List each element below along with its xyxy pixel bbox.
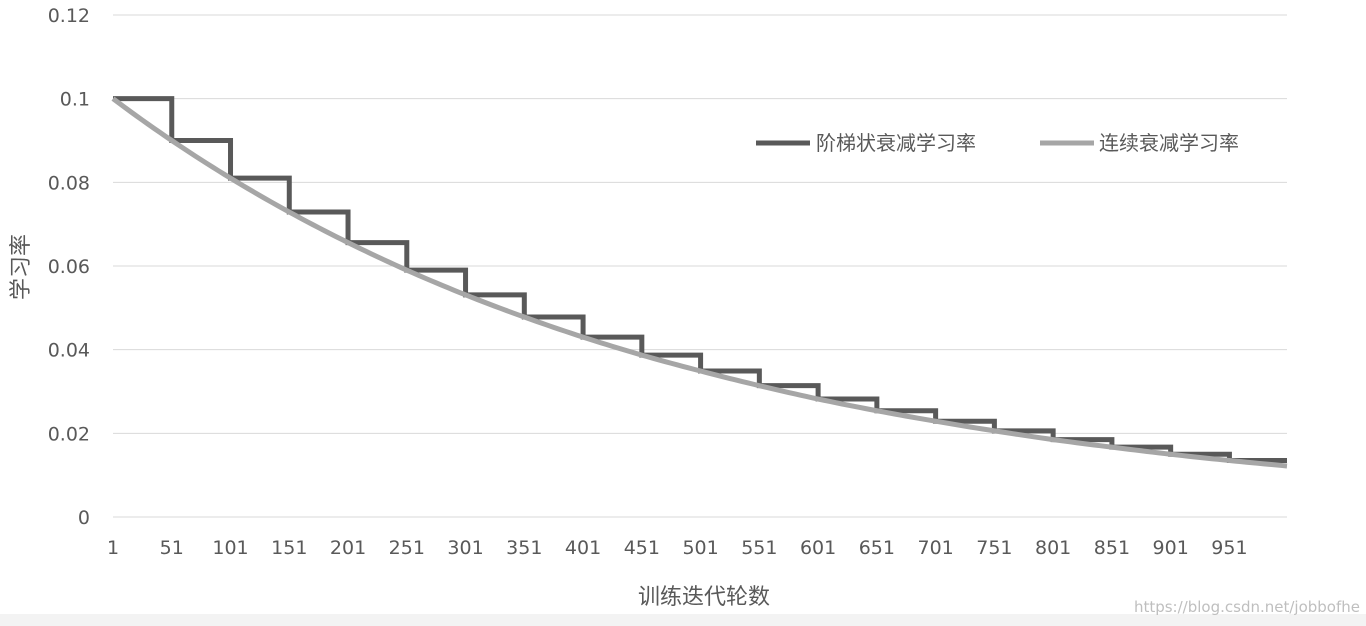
y-axis-title: 学习率: [9, 234, 34, 300]
footer-bar: [0, 614, 1366, 626]
y-tick-label: 0.1: [60, 89, 90, 111]
x-tick-label: 401: [565, 537, 601, 559]
x-tick-label: 301: [447, 537, 483, 559]
y-axis-ticks: 0 0.02 0.04 0.06 0.08 0.1 0.12: [48, 5, 90, 529]
x-tick-label: 501: [682, 537, 718, 559]
legend-label-smooth: 连续衰减学习率: [1099, 131, 1239, 155]
y-tick-label: 0: [78, 507, 90, 529]
x-tick-label: 801: [1035, 537, 1071, 559]
series-line-smooth: [111, 96, 1288, 469]
y-tick-label: 0.12: [48, 5, 90, 27]
x-axis-ticks: 1 51 101 151 201 251 301 351 401 451 501 551 601 651 7…: [107, 537, 1248, 559]
x-tick-label: 351: [506, 537, 542, 559]
x-tick-label: 651: [859, 537, 895, 559]
x-axis-title: 训练迭代轮数: [638, 585, 770, 610]
x-tick-label: 451: [624, 537, 660, 559]
legend: 阶梯状衰减学习率 连续衰减学习率: [756, 131, 1239, 155]
x-tick-label: 901: [1153, 537, 1189, 559]
x-tick-label: 951: [1211, 537, 1247, 559]
x-tick-label: 151: [271, 537, 307, 559]
x-tick-label: 701: [917, 537, 953, 559]
x-tick-label: 101: [212, 537, 248, 559]
x-tick-label: 601: [800, 537, 836, 559]
y-tick-label: 0.06: [48, 256, 90, 278]
x-tick-label: 201: [330, 537, 366, 559]
x-tick-label: 751: [976, 537, 1012, 559]
x-tick-label: 1: [107, 537, 119, 559]
series-lines: [111, 96, 1288, 469]
y-tick-label: 0.08: [48, 172, 90, 194]
x-tick-label: 251: [389, 537, 425, 559]
x-tick-label: 51: [160, 537, 184, 559]
series-line-step: [113, 96, 1287, 464]
gridlines: [113, 14, 1287, 518]
x-tick-label: 851: [1094, 537, 1130, 559]
watermark: https://blog.csdn.net/jobbofhe: [1134, 598, 1360, 616]
y-tick-label: 0.04: [48, 340, 90, 362]
x-tick-label: 551: [741, 537, 777, 559]
y-tick-label: 0.02: [48, 423, 90, 445]
legend-label-step: 阶梯状衰减学习率: [816, 131, 976, 155]
